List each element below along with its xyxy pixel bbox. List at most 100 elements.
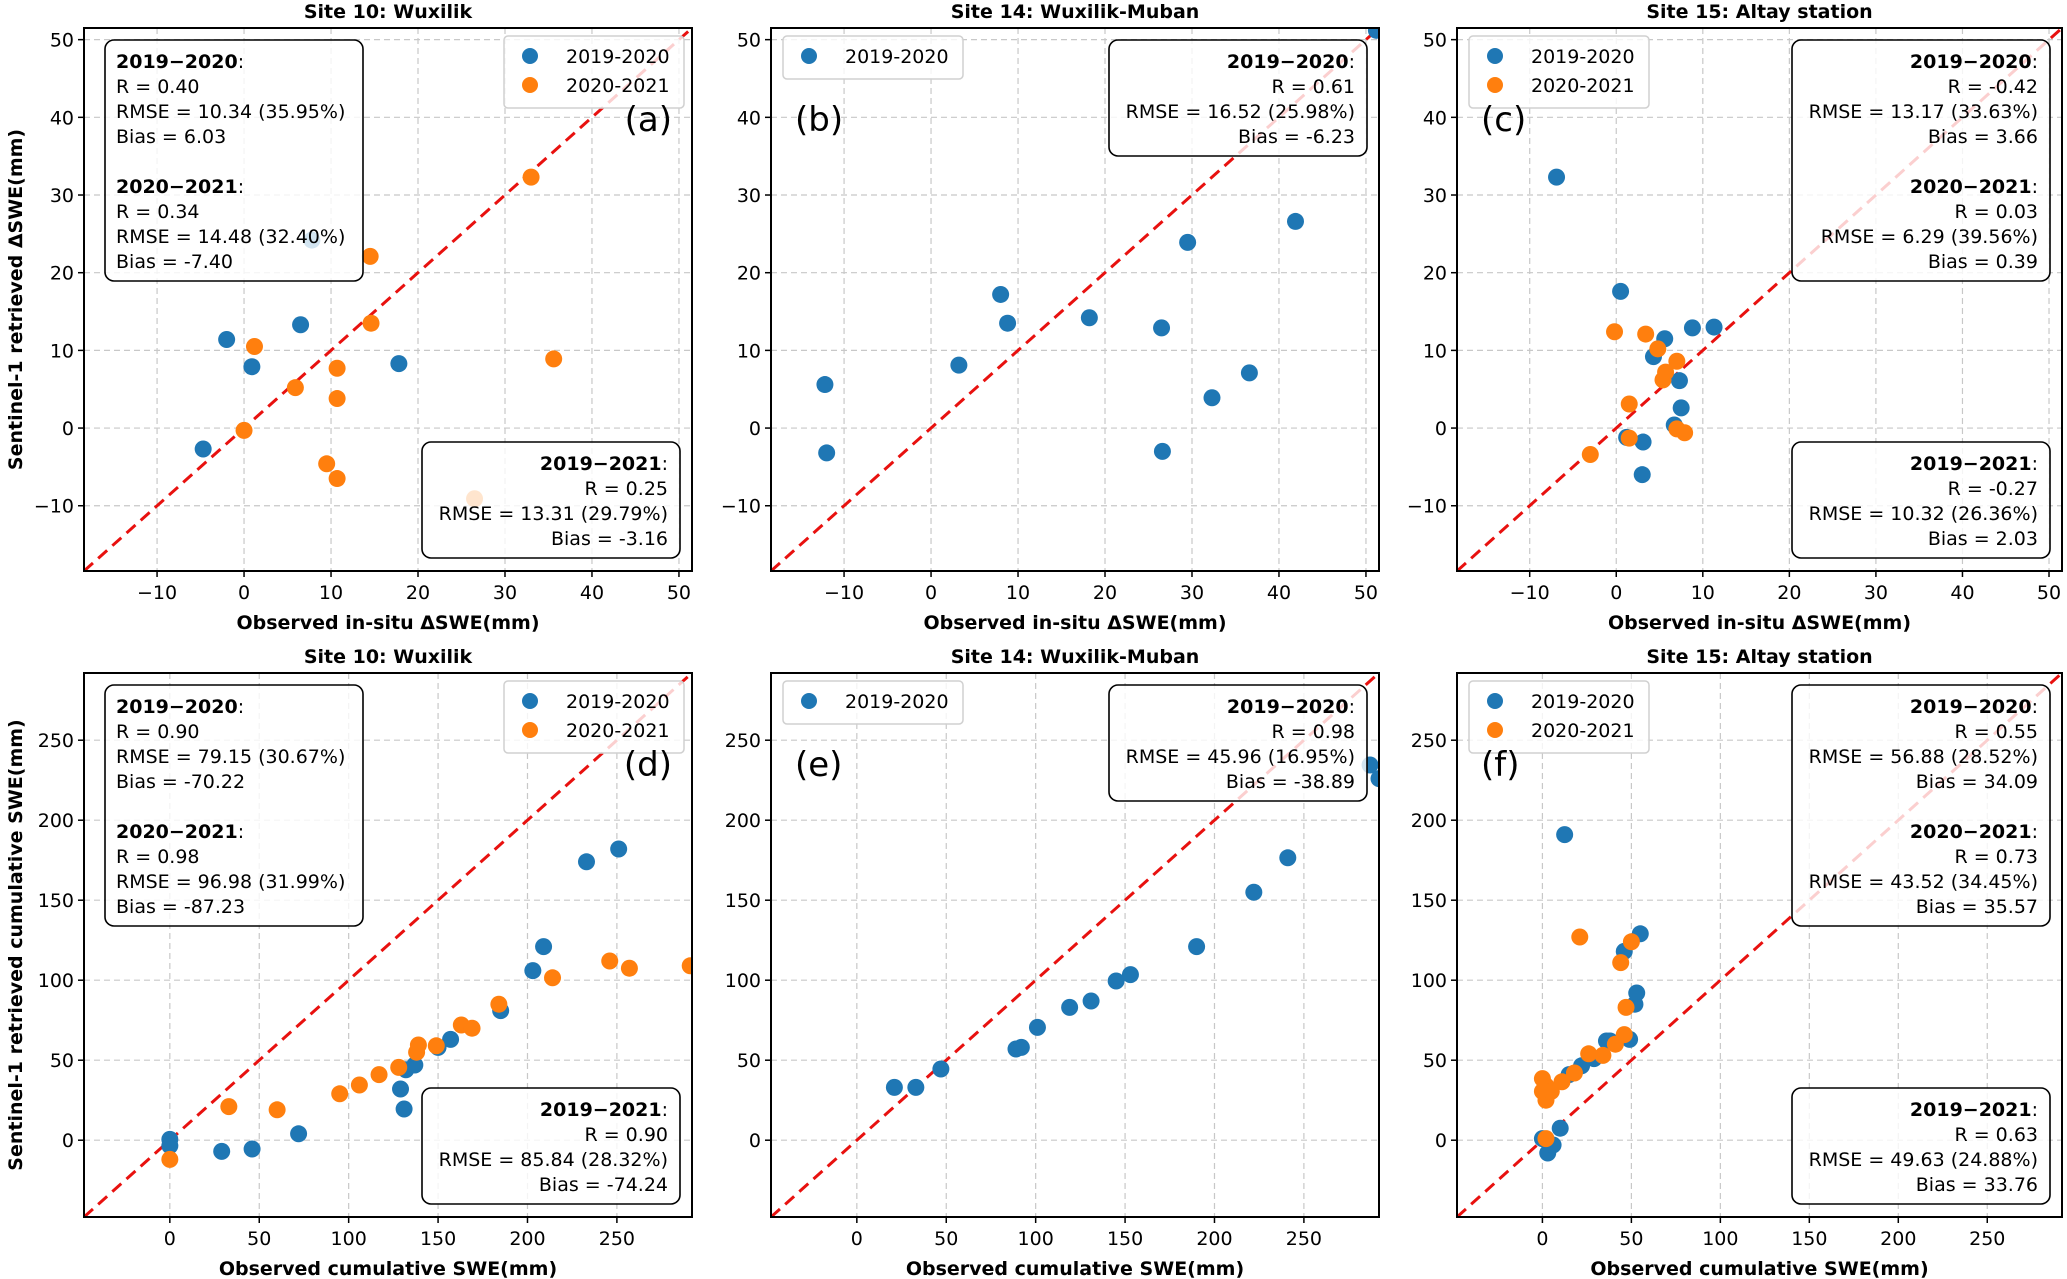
legend-marker-2020-2021 — [522, 722, 538, 738]
stats-header: 2019−2021: — [540, 1099, 668, 1121]
stats-header: 2020−2021: — [1910, 176, 2038, 198]
y-tick-label: 10 — [737, 340, 761, 362]
stats-period: 2019−2020 — [116, 51, 238, 73]
stats-header: 2019−2020: — [1910, 696, 2038, 718]
data-point-2019-2020 — [1203, 389, 1221, 407]
x-tick-label: 20 — [406, 582, 430, 604]
one-to-one-line — [84, 28, 692, 571]
y-tick-label: 200 — [38, 810, 74, 832]
x-tick-label: 250 — [1969, 1228, 2005, 1250]
data-point-2020-2021 — [545, 350, 563, 368]
stats-line: RMSE = 49.63 (24.88%) — [1809, 1149, 2038, 1171]
y-tick-label: 200 — [1411, 810, 1447, 832]
stats-period: 2019−2021 — [540, 1099, 662, 1121]
stats-line: Bias = 3.66 — [1928, 126, 2038, 148]
stats-line: R = 0.03 — [1954, 201, 2038, 223]
stats-line: Bias = 0.39 — [1928, 251, 2038, 273]
panel-letter: (d) — [624, 745, 672, 785]
data-point-2020-2021 — [601, 952, 619, 970]
y-tick-label: 40 — [1423, 107, 1447, 129]
stats-header: 2019−2020: — [1227, 696, 1355, 718]
scatter-points — [816, 28, 1379, 462]
stats-box-frame — [1791, 1087, 2051, 1205]
data-point-2019-2020 — [992, 285, 1010, 303]
legend-label: 2019-2020 — [1531, 691, 1635, 713]
data-point-2020-2021 — [427, 1037, 445, 1055]
y-axis-label: Sentinel-1 retrieved cumulative SWE(mm) — [5, 719, 27, 1170]
y-tick-label: 250 — [725, 730, 761, 752]
data-point-2020-2021 — [1620, 395, 1638, 413]
y-tick-label: 150 — [725, 890, 761, 912]
stats-line: R = 0.98 — [116, 846, 200, 868]
data-point-2019-2020 — [1556, 826, 1574, 844]
data-point-2019-2020 — [1240, 364, 1258, 382]
data-point-2019-2020 — [1628, 984, 1646, 1002]
data-point-2019-2020 — [442, 1030, 460, 1048]
x-axis-label: Observed cumulative SWE(mm) — [1590, 1258, 1928, 1279]
y-tick-label: 0 — [1435, 1130, 1447, 1152]
data-point-2019-2020 — [218, 331, 236, 349]
x-tick-label: 30 — [493, 582, 517, 604]
data-point-2020-2021 — [1657, 363, 1675, 381]
data-point-2020-2021 — [328, 359, 346, 377]
data-point-2020-2021 — [1537, 1130, 1555, 1148]
stats-period: 2020−2021 — [116, 821, 238, 843]
stats-header: 2019−2021: — [1910, 453, 2038, 475]
data-point-2020-2021 — [681, 957, 692, 975]
legend: 2019-2020 — [782, 35, 964, 80]
stats-line: RMSE = 16.52 (25.98%) — [1126, 101, 1355, 123]
stats-colon: : — [2032, 696, 2038, 718]
data-point-2020-2021 — [220, 1098, 238, 1116]
one-to-one-line — [1457, 28, 2062, 571]
data-point-2020-2021 — [620, 959, 638, 977]
legend-box — [782, 680, 964, 725]
data-point-2020-2021 — [522, 168, 540, 186]
stats-line: RMSE = 6.29 (39.56%) — [1821, 226, 2038, 248]
data-point-2019-2020 — [406, 1056, 424, 1074]
x-tick-label: 0 — [1610, 582, 1622, 604]
stats-line: Bias = -70.22 — [116, 771, 245, 793]
stats-header: 2019−2021: — [1910, 1099, 2038, 1121]
x-tick-label: 40 — [1950, 582, 1974, 604]
stats-box: 2019−2020: R = 0.98 RMSE = 45.96 (16.95%) B… — [1108, 684, 1368, 802]
data-point-2019-2020 — [1286, 212, 1304, 230]
stats-colon: : — [2032, 453, 2038, 475]
data-point-2020-2021 — [331, 1085, 349, 1103]
stats-line: RMSE = 13.17 (33.63%) — [1809, 101, 2038, 123]
stats-box: 2019−2021: R = -0.27 RMSE = 10.32 (26.36%)… — [1791, 441, 2051, 559]
one-to-one-line — [771, 28, 1379, 571]
y-tick-label: 250 — [38, 730, 74, 752]
x-tick-label: 0 — [164, 1228, 176, 1250]
data-point-2019-2020 — [1548, 168, 1566, 186]
stats-box: 2019−2020: R = 0.55 RMSE = 56.88 (28.52%) B… — [1791, 684, 2051, 927]
y-tick-label: 50 — [737, 1050, 761, 1072]
stats-line: Bias = -74.24 — [539, 1174, 668, 1196]
stats-line: Bias = 34.09 — [1916, 771, 2038, 793]
data-point-2020-2021 — [318, 455, 336, 473]
stats-line: RMSE = 14.48 (32.40%) — [116, 226, 345, 248]
stats-colon: : — [662, 453, 668, 475]
stats-line: RMSE = 10.34 (35.95%) — [116, 101, 345, 123]
stats-line: RMSE = 43.52 (34.45%) — [1809, 871, 2038, 893]
data-point-2019-2020 — [1082, 992, 1100, 1010]
panel-letter: (c) — [1481, 100, 1526, 140]
y-tick-label: 20 — [1423, 263, 1447, 285]
stats-line: Bias = 2.03 — [1928, 528, 2038, 550]
stats-line: R = 0.90 — [116, 721, 200, 743]
x-tick-label: 0 — [925, 582, 937, 604]
y-tick-label: −10 — [34, 496, 74, 518]
data-point-2019-2020 — [1279, 849, 1297, 867]
stats-box-frame — [104, 39, 364, 282]
x-tick-label: 10 — [319, 582, 343, 604]
data-point-2020-2021 — [1615, 1026, 1633, 1044]
panel-letter: (b) — [795, 100, 843, 140]
x-axis-label: Observed in-situ ΔSWE(mm) — [236, 612, 539, 634]
y-tick-label: 40 — [737, 107, 761, 129]
legend-marker-2020-2021 — [1487, 722, 1503, 738]
panel-letter: (f) — [1481, 745, 1520, 785]
data-point-2019-2020 — [1080, 309, 1098, 327]
data-point-2019-2020 — [213, 1142, 231, 1160]
stats-header: 2020−2021: — [116, 821, 244, 843]
stats-line: Bias = -38.89 — [1226, 771, 1355, 793]
data-point-2019-2020 — [1107, 972, 1125, 990]
